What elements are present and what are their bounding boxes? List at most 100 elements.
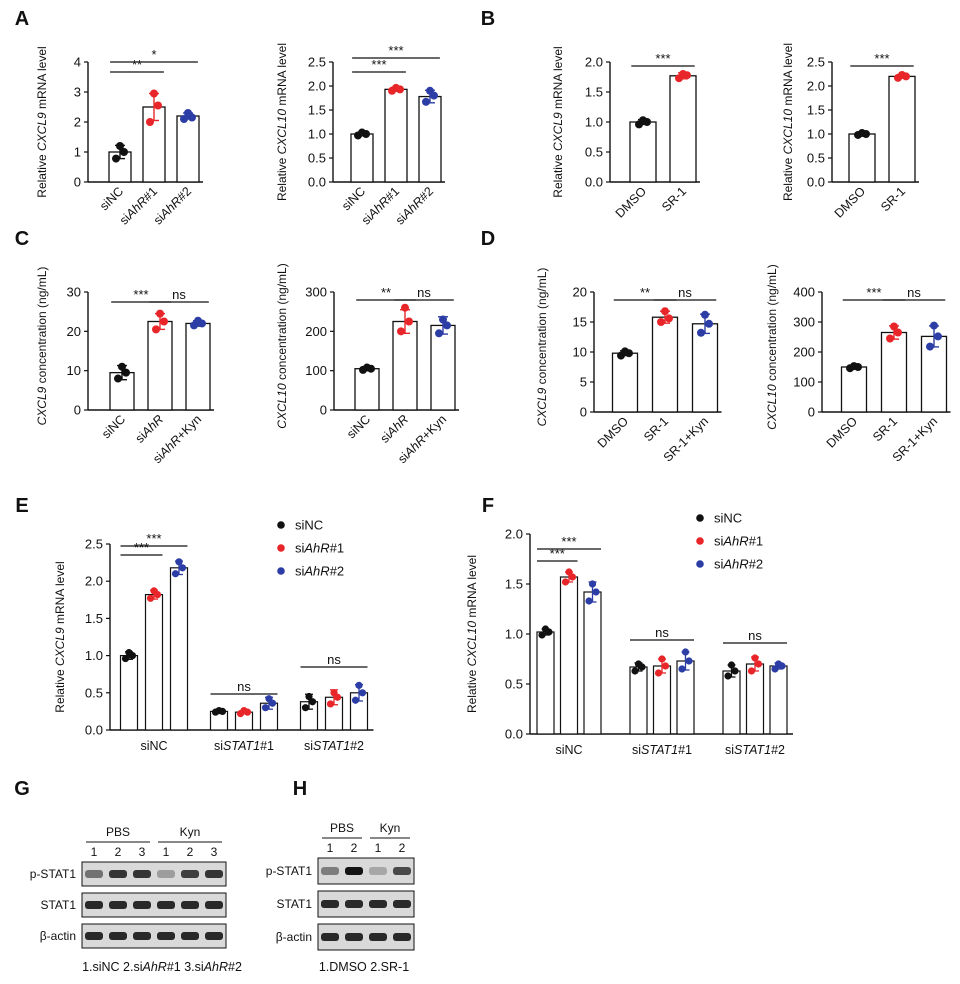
data-point: [538, 631, 546, 639]
y-tick-label: 2.5: [308, 55, 326, 70]
bar: [185, 322, 211, 411]
y-tick-label: 200: [305, 324, 327, 339]
data-point: [934, 332, 942, 341]
blot-band: [157, 901, 175, 909]
blot-row-label: β-actin: [276, 930, 312, 944]
data-point: [363, 363, 371, 372]
blot-row-label: β-actin: [40, 929, 76, 943]
data-point: [930, 321, 938, 330]
y-tick-label: 0.0: [308, 175, 326, 190]
data-point: [588, 580, 597, 588]
significance-label: ns: [327, 652, 341, 667]
x-group-label: siSTAT1#2: [304, 739, 364, 753]
y-tick-label: 1.0: [85, 648, 103, 663]
data-point: [215, 707, 223, 715]
panel-label-F: F: [482, 495, 494, 517]
y-tick-label: 300: [305, 285, 327, 300]
y-tick-label: 10: [573, 345, 587, 360]
legend-marker: [696, 537, 704, 545]
blot-lane-label: 1: [163, 845, 170, 859]
data-point: [120, 148, 128, 156]
significance-label: ***: [561, 534, 576, 549]
y-tick-label: 0.5: [308, 151, 326, 166]
blot-band: [345, 867, 363, 875]
y-tick-label: 1: [74, 145, 81, 160]
data-point: [657, 318, 665, 326]
blot-band: [205, 932, 223, 940]
y-tick-label: 10: [67, 363, 81, 378]
bar: [430, 324, 456, 411]
y-tick-label: 2.0: [505, 527, 523, 542]
bar: [745, 663, 765, 735]
y-axis-label: CXCL9 concentration (ng/mL): [535, 268, 549, 427]
significance-label: ns: [678, 285, 692, 300]
data-point: [592, 588, 600, 596]
y-tick-label: 0.0: [585, 175, 603, 190]
significance-label: ***: [133, 287, 148, 302]
data-point: [771, 665, 779, 673]
significance-label: ns: [907, 285, 921, 300]
data-point: [355, 681, 363, 689]
y-tick-label: 1.5: [807, 103, 825, 118]
y-tick-label: 0.5: [505, 677, 523, 692]
data-point: [679, 70, 687, 78]
blot-lane-label: 3: [211, 845, 218, 859]
blot-band: [157, 932, 175, 940]
data-point: [774, 660, 783, 668]
data-point: [160, 317, 168, 326]
y-axis-label: CXCL10 concentration (ng/mL): [765, 264, 779, 429]
y-axis-label: Relative CXCL9 mRNA level: [53, 561, 67, 712]
bar: [176, 115, 200, 183]
x-group-label: siNC: [140, 739, 167, 753]
blot-row-label: p-STAT1: [30, 867, 77, 881]
data-point: [194, 316, 202, 325]
blot-row-label: p-STAT1: [266, 864, 313, 878]
bar: [559, 576, 579, 735]
blot-band: [181, 870, 199, 878]
blot-band: [345, 900, 363, 908]
data-point: [661, 307, 669, 316]
chart-D-6: 0 5 10 15 20 CXCL9 concentration (ng/mL) DMSO S…: [535, 268, 722, 465]
data-point: [724, 672, 732, 680]
data-point: [639, 116, 647, 125]
data-point: [330, 689, 338, 697]
bar: [691, 323, 719, 413]
blot-strip: [81, 923, 227, 949]
y-tick-label: 2.5: [85, 537, 103, 552]
chart-A-0: 0 1 2 3 4 Relative CXCL9 mRNA level siNC siAhR#…: [35, 46, 203, 228]
data-point: [631, 667, 639, 675]
y-tick-label: 3: [74, 85, 81, 100]
bar: [144, 593, 164, 731]
blot-G: PBS Kyn 1 2 3 1 2 3 p-STAT1 STAT1 β-actin 1.siNC 2.…: [30, 825, 242, 974]
x-group-label: siSTAT1#1: [214, 739, 274, 753]
y-tick-label: 0.0: [505, 727, 523, 742]
data-point: [681, 648, 690, 656]
y-tick-label: 1.5: [505, 577, 523, 592]
chart-E-8: 0.0 0.5 1.0 1.5 2.0 2.5 Relative CXCL9 mRNA le…: [53, 531, 374, 753]
blot-band: [321, 933, 339, 941]
y-tick-label: 0.5: [85, 685, 103, 700]
data-point: [850, 362, 858, 371]
data-point: [240, 707, 248, 715]
data-point: [154, 101, 162, 110]
data-point: [751, 654, 759, 662]
bar: [629, 121, 657, 183]
bar: [848, 133, 876, 183]
y-tick-label: 2.0: [807, 79, 825, 94]
legend-label: siAhR#1: [714, 534, 763, 549]
significance-label: ***: [146, 531, 161, 546]
blot-band: [133, 932, 151, 940]
significance-label: ***: [655, 51, 670, 66]
y-tick-label: 1.5: [85, 611, 103, 626]
y-tick-label: 400: [793, 285, 815, 300]
y-tick-label: 2.5: [807, 55, 825, 70]
data-point: [308, 698, 317, 706]
data-point: [112, 154, 120, 163]
data-point: [443, 321, 451, 330]
bar: [384, 88, 408, 183]
x-category-label: siAhR#2: [393, 184, 436, 227]
y-tick-label: 1.0: [308, 127, 326, 142]
y-tick-label: 2.0: [85, 574, 103, 589]
blot-group-label: Kyn: [180, 825, 201, 839]
blot-band: [393, 867, 411, 875]
